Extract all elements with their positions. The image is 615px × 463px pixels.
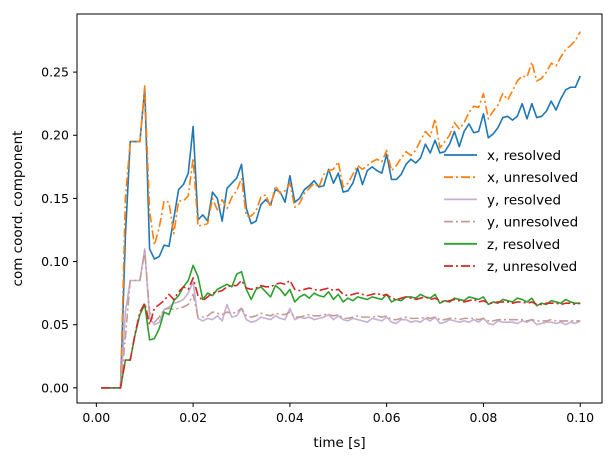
x-tick-label: 0.06 xyxy=(373,410,401,425)
y-tick-label: 0.25 xyxy=(41,65,69,80)
y-tick-label: 0.20 xyxy=(41,128,69,143)
legend: x, resolved x, unresolved y, resolved y, un… xyxy=(444,148,578,275)
legend-label-4: z, resolved xyxy=(487,237,560,253)
x-axis: 0.00 0.02 0.04 0.06 0.08 0.10 xyxy=(82,403,594,425)
x-tick-label: 0.08 xyxy=(470,410,498,425)
series-line-3 xyxy=(101,250,581,389)
y-axis-label: com coord. component xyxy=(10,131,26,287)
legend-label-5: z, unresolved xyxy=(487,259,577,275)
series-line-5 xyxy=(101,277,581,389)
y-tick-label: 0.15 xyxy=(41,191,69,206)
x-tick-label: 0.00 xyxy=(82,410,110,425)
x-axis-label: time [s] xyxy=(313,435,365,451)
series-line-2 xyxy=(101,248,581,389)
legend-label-1: x, unresolved xyxy=(487,170,578,186)
series-line-1 xyxy=(101,31,581,389)
series-layer xyxy=(101,31,581,389)
series-line-0 xyxy=(101,75,581,389)
x-tick-label: 0.10 xyxy=(566,410,594,425)
legend-label-2: y, resolved xyxy=(487,192,561,208)
y-axis: 0.00 0.05 0.10 0.15 0.20 0.25 xyxy=(41,65,77,395)
y-tick-label: 0.10 xyxy=(41,254,69,269)
x-tick-label: 0.02 xyxy=(179,410,207,425)
y-tick-label: 0.00 xyxy=(41,380,69,395)
plot-frame xyxy=(76,13,603,404)
legend-label-0: x, resolved xyxy=(487,148,561,164)
y-tick-label: 0.05 xyxy=(41,317,69,332)
x-tick-label: 0.04 xyxy=(276,410,304,425)
legend-label-3: y, unresolved xyxy=(487,215,578,231)
